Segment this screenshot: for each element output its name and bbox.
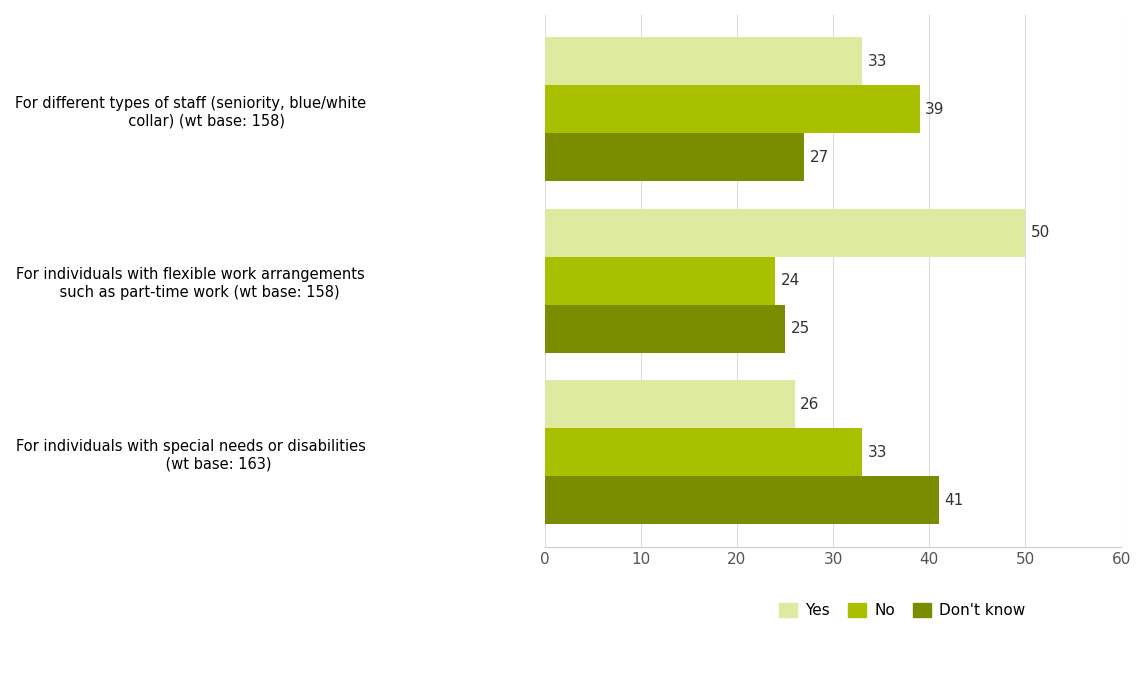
- Bar: [544, 209, 1026, 257]
- Bar: [544, 85, 919, 133]
- Bar: [544, 305, 785, 353]
- Text: 26: 26: [800, 397, 819, 412]
- Bar: [544, 37, 862, 85]
- Bar: [544, 257, 776, 305]
- Text: 33: 33: [868, 445, 887, 460]
- Text: 41: 41: [944, 493, 964, 508]
- Bar: [544, 476, 939, 524]
- Text: 50: 50: [1031, 225, 1050, 240]
- Text: 25: 25: [791, 322, 810, 337]
- Text: 27: 27: [810, 150, 830, 165]
- Text: 24: 24: [782, 273, 800, 289]
- Bar: [544, 133, 804, 181]
- Text: 39: 39: [925, 102, 944, 117]
- Bar: [544, 428, 862, 476]
- Legend: Yes, No, Don't know: Yes, No, Don't know: [772, 597, 1031, 624]
- Bar: [544, 381, 794, 428]
- Text: 33: 33: [868, 54, 887, 69]
